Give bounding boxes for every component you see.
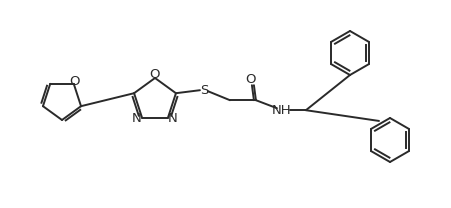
Text: O: O <box>69 75 80 88</box>
Text: NH: NH <box>272 104 291 117</box>
Text: O: O <box>149 68 160 82</box>
Text: N: N <box>132 112 142 125</box>
Text: O: O <box>245 73 256 86</box>
Text: S: S <box>199 84 207 97</box>
Text: N: N <box>168 112 177 125</box>
